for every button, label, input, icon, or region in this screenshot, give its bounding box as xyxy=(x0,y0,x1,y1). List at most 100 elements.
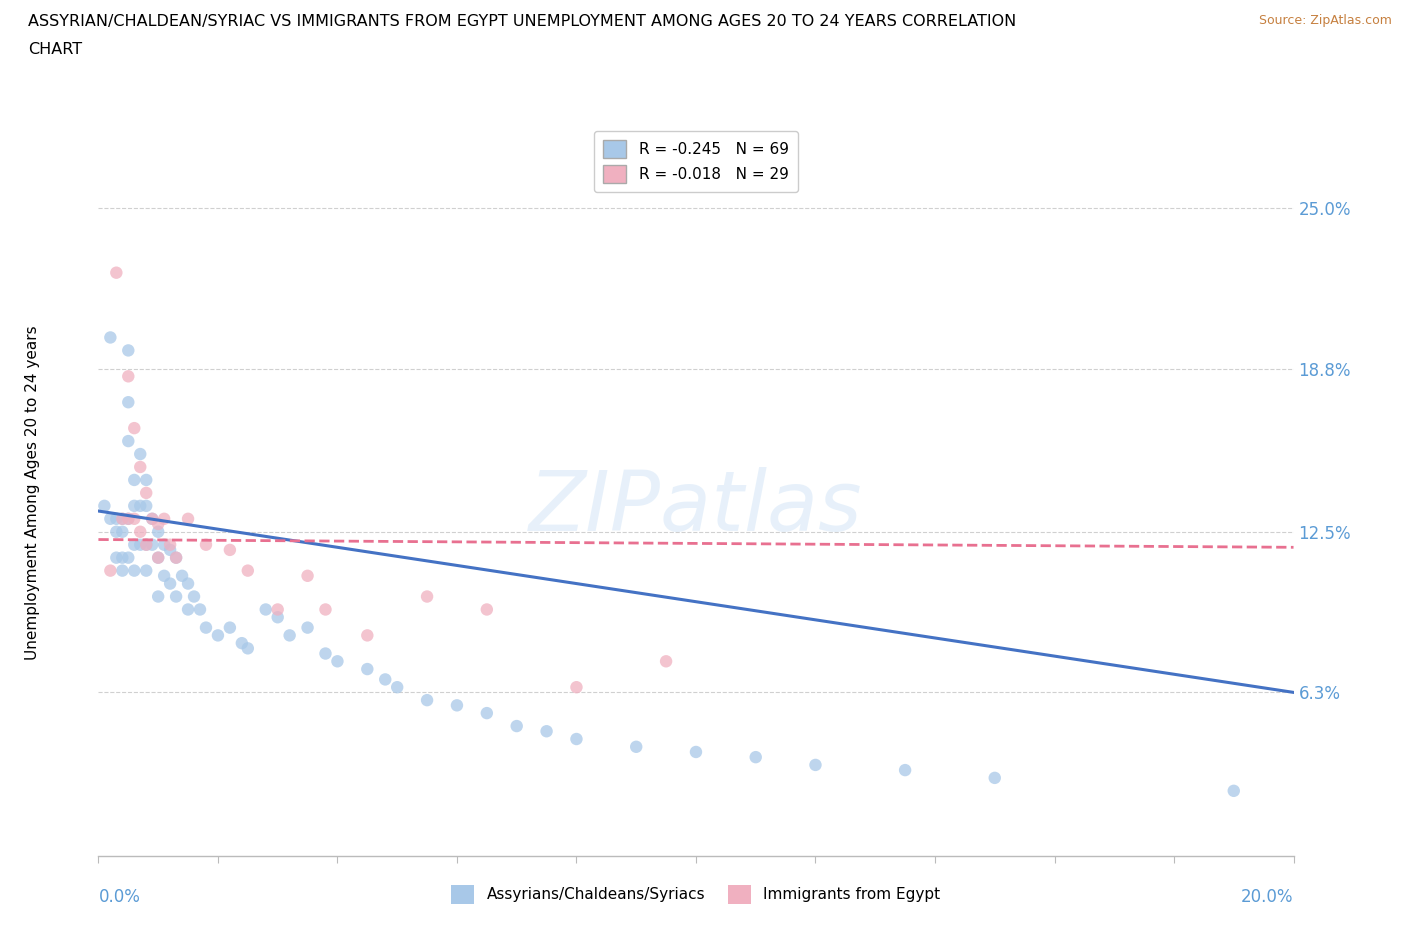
Point xyxy=(111,512,134,526)
Point xyxy=(98,564,122,578)
Point xyxy=(231,636,253,651)
Point xyxy=(475,602,498,617)
Point xyxy=(536,724,558,738)
Point xyxy=(446,698,468,712)
Point xyxy=(93,498,115,513)
Point xyxy=(129,446,152,461)
Point xyxy=(506,719,529,734)
Point xyxy=(159,577,181,591)
Point xyxy=(111,525,134,539)
Point xyxy=(326,654,349,669)
Point xyxy=(124,498,146,513)
Text: ZIPatlas: ZIPatlas xyxy=(529,467,863,548)
Point xyxy=(297,568,319,583)
Point xyxy=(135,498,157,513)
Point xyxy=(105,551,128,565)
Point xyxy=(315,602,337,617)
Point xyxy=(894,763,917,777)
Text: CHART: CHART xyxy=(28,42,82,57)
Point xyxy=(111,512,134,526)
Point xyxy=(117,343,139,358)
Point xyxy=(188,602,211,617)
Point xyxy=(141,512,163,526)
Point xyxy=(685,745,707,760)
Point xyxy=(804,757,827,772)
Point xyxy=(105,512,128,526)
Point xyxy=(267,602,290,617)
Point xyxy=(159,538,181,552)
Point xyxy=(475,706,498,721)
Point xyxy=(124,472,146,487)
Point xyxy=(1223,783,1246,798)
Point xyxy=(655,654,678,669)
Point xyxy=(135,472,157,487)
Point xyxy=(177,577,200,591)
Point xyxy=(172,568,194,583)
Point xyxy=(153,568,176,583)
Text: Source: ZipAtlas.com: Source: ZipAtlas.com xyxy=(1258,14,1392,27)
Point xyxy=(983,770,1005,785)
Point xyxy=(105,525,128,539)
Point xyxy=(141,512,163,526)
Point xyxy=(111,564,134,578)
Point xyxy=(194,620,218,635)
Point xyxy=(129,538,152,552)
Point xyxy=(624,739,647,754)
Point xyxy=(141,538,163,552)
Point xyxy=(745,750,768,764)
Point xyxy=(117,551,139,565)
Point xyxy=(416,589,439,604)
Point xyxy=(267,610,290,625)
Point xyxy=(385,680,409,695)
Point xyxy=(177,602,200,617)
Point xyxy=(135,538,157,552)
Point xyxy=(129,498,152,513)
Point xyxy=(124,512,146,526)
Point xyxy=(153,512,176,526)
Point xyxy=(135,538,157,552)
Text: Unemployment Among Ages 20 to 24 years: Unemployment Among Ages 20 to 24 years xyxy=(25,326,41,660)
Point xyxy=(129,459,152,474)
Point xyxy=(117,512,139,526)
Point xyxy=(165,551,187,565)
Point xyxy=(356,628,378,643)
Point xyxy=(124,538,146,552)
Point xyxy=(129,525,152,539)
Text: 20.0%: 20.0% xyxy=(1241,888,1294,906)
Point xyxy=(297,620,319,635)
Point xyxy=(236,564,259,578)
Point xyxy=(117,369,139,384)
Point xyxy=(148,589,170,604)
Legend: Assyrians/Chaldeans/Syriacs, Immigrants from Egypt: Assyrians/Chaldeans/Syriacs, Immigrants … xyxy=(446,879,946,910)
Point xyxy=(183,589,205,604)
Point xyxy=(105,265,128,280)
Point xyxy=(565,680,588,695)
Point xyxy=(254,602,277,617)
Point xyxy=(165,589,187,604)
Point xyxy=(165,551,187,565)
Point xyxy=(148,551,170,565)
Point xyxy=(315,646,337,661)
Point xyxy=(98,512,122,526)
Point xyxy=(111,551,134,565)
Point xyxy=(117,395,139,410)
Point xyxy=(565,732,588,747)
Point xyxy=(177,512,200,526)
Text: ASSYRIAN/CHALDEAN/SYRIAC VS IMMIGRANTS FROM EGYPT UNEMPLOYMENT AMONG AGES 20 TO : ASSYRIAN/CHALDEAN/SYRIAC VS IMMIGRANTS F… xyxy=(28,14,1017,29)
Point xyxy=(124,564,146,578)
Point xyxy=(356,661,378,676)
Point xyxy=(236,641,259,656)
Point xyxy=(153,538,176,552)
Point xyxy=(135,485,157,500)
Point xyxy=(148,525,170,539)
Point xyxy=(117,433,139,448)
Point xyxy=(278,628,301,643)
Point xyxy=(416,693,439,708)
Point xyxy=(98,330,122,345)
Point xyxy=(124,420,146,435)
Point xyxy=(207,628,229,643)
Point xyxy=(148,516,170,531)
Point xyxy=(117,512,139,526)
Text: 0.0%: 0.0% xyxy=(98,888,141,906)
Point xyxy=(219,542,242,557)
